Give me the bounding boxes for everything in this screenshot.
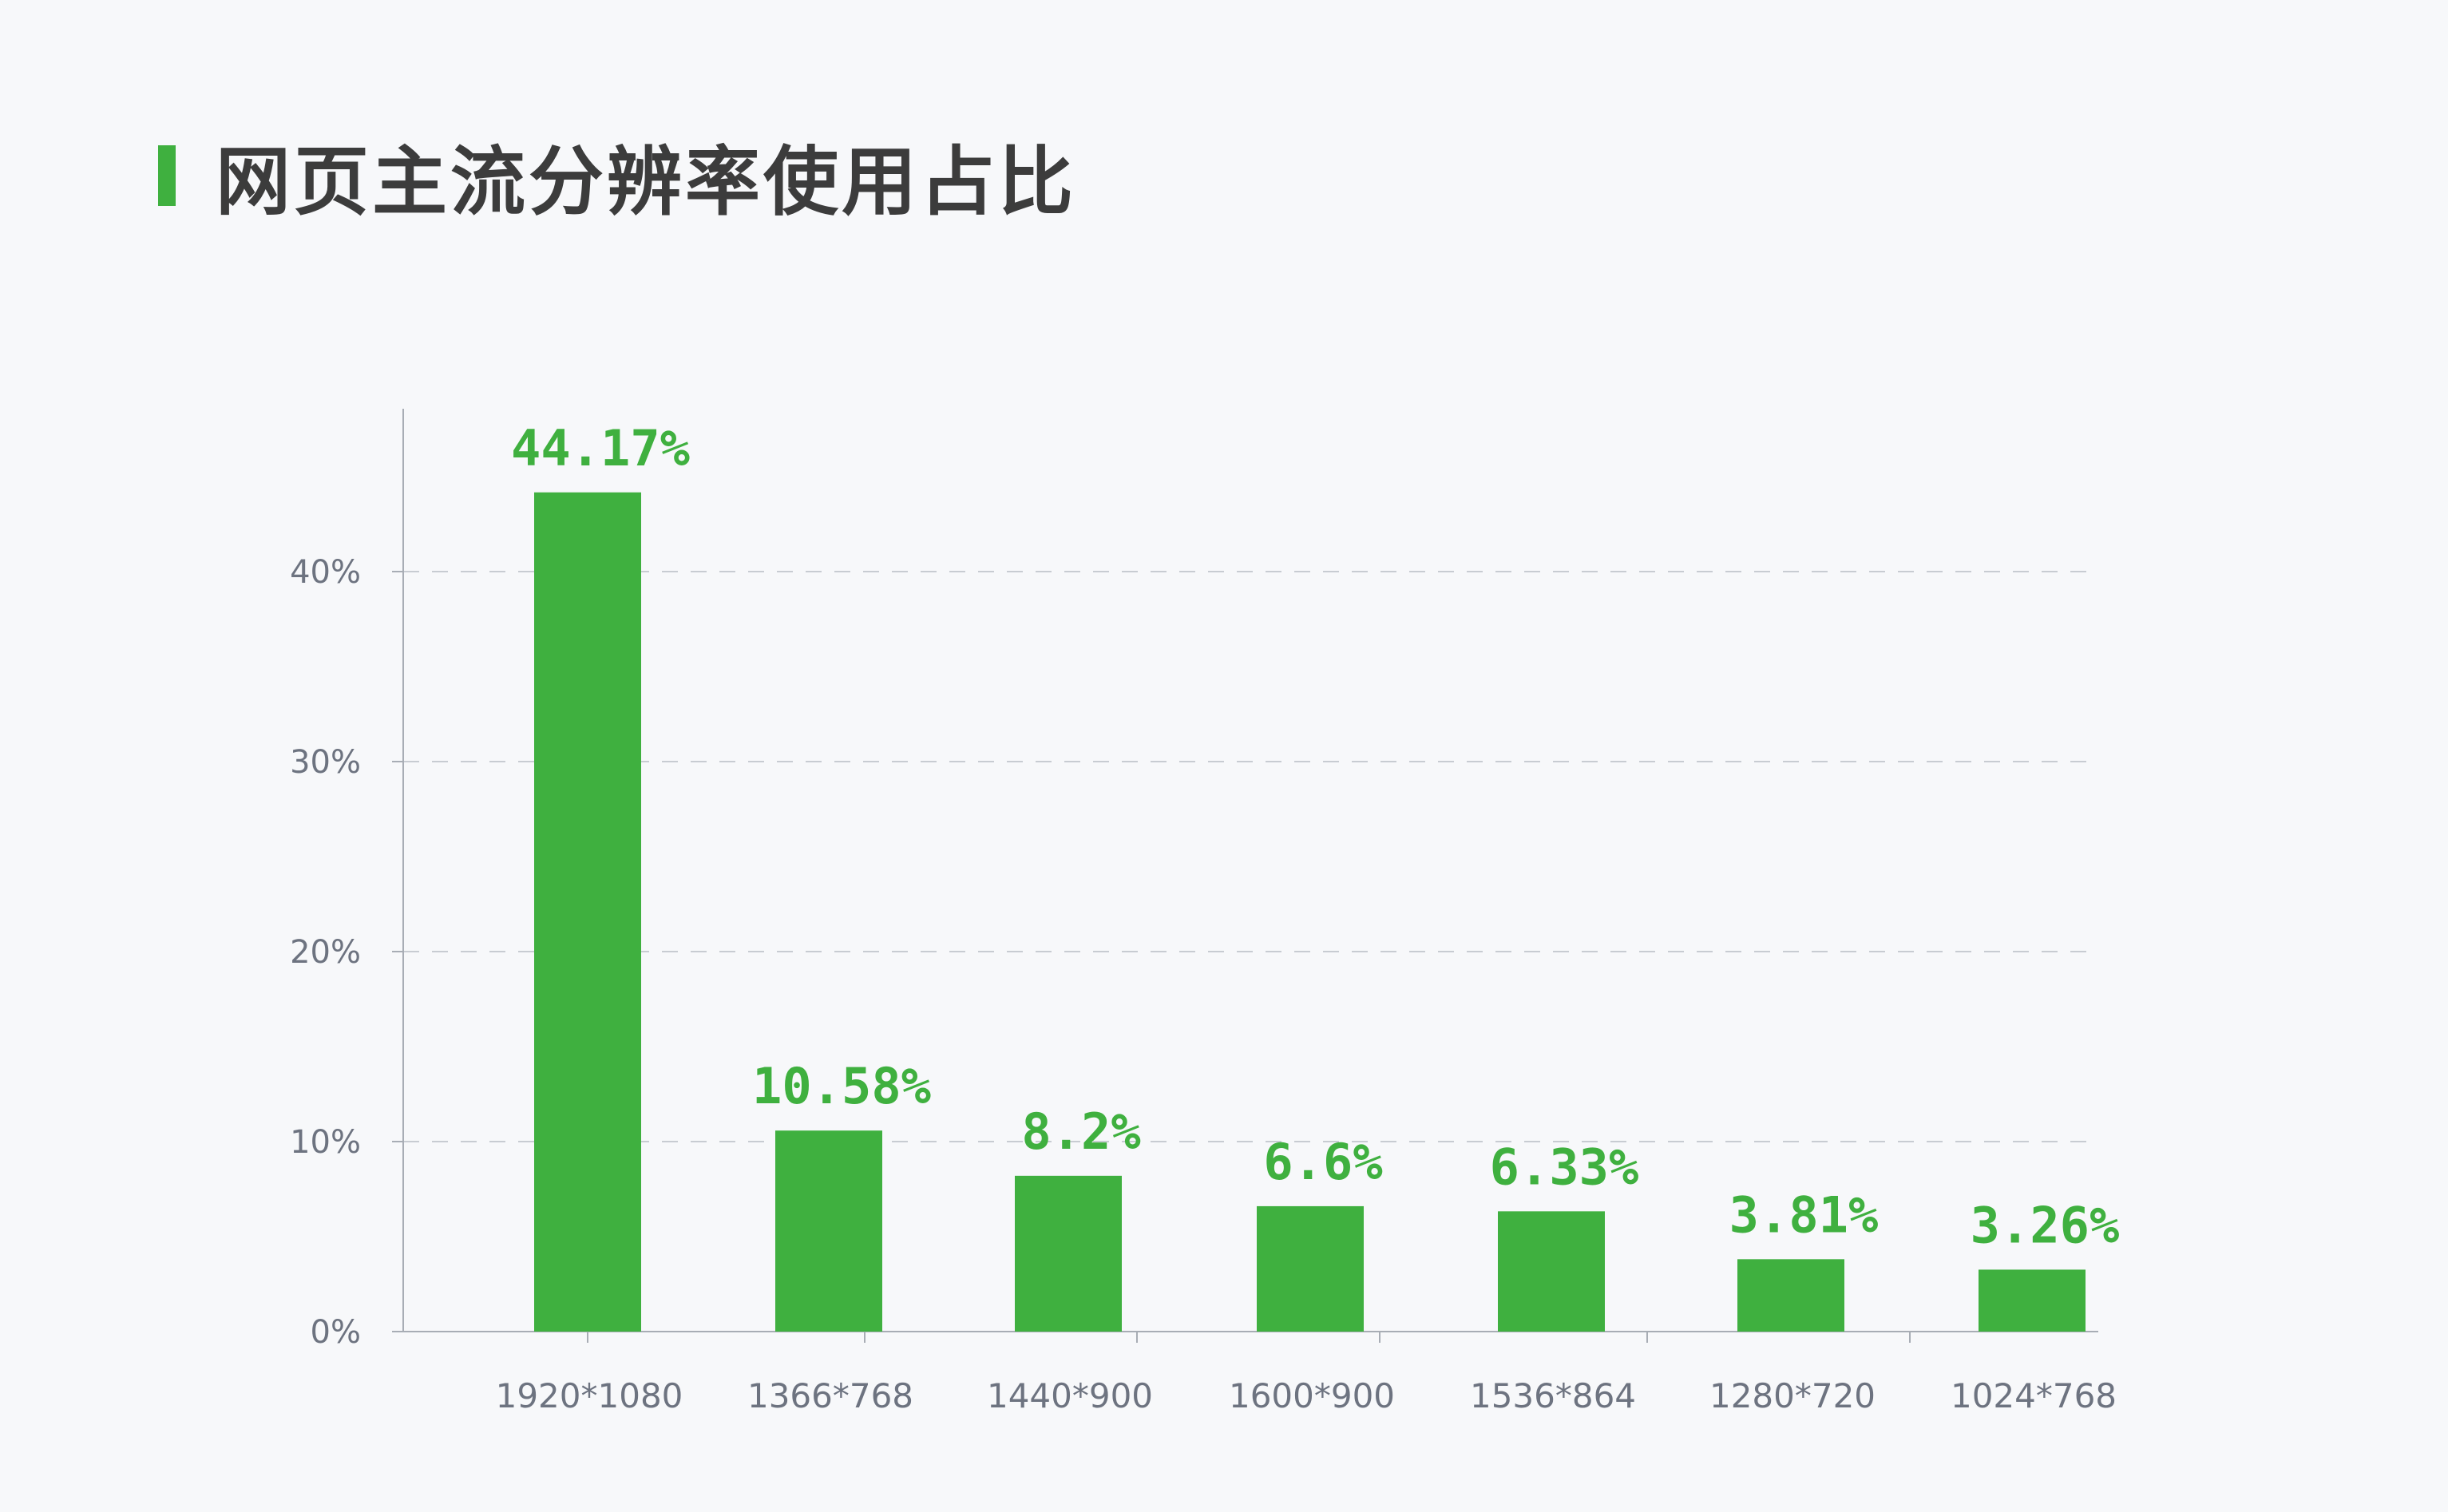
value-label: 6.6%: [1263, 1133, 1382, 1191]
value-label: 3.81%: [1729, 1185, 1879, 1244]
y-tick-label: 20%: [290, 934, 361, 971]
value-label: 6.33%: [1490, 1138, 1639, 1196]
chart-title: 网页主流分辨率使用占比: [216, 139, 1077, 226]
bar: [1015, 1175, 1122, 1332]
grid-lines: [403, 571, 2098, 1142]
category-label: 1440*900: [987, 1376, 1153, 1415]
y-tick-label: 10%: [290, 1124, 361, 1161]
bars: [534, 492, 2086, 1332]
category-label: 1024*768: [1951, 1376, 2117, 1415]
y-tick-label: 30%: [290, 744, 361, 781]
bar: [534, 492, 641, 1332]
value-label: 44.17%: [511, 419, 690, 477]
title-accent-bar: [158, 145, 176, 206]
value-label: 10.58%: [752, 1057, 931, 1115]
bar: [1979, 1269, 2086, 1332]
title-block: 网页主流分辨率使用占比: [158, 120, 1076, 232]
bar: [1737, 1259, 1844, 1332]
category-label: 1280*720: [1709, 1376, 1876, 1415]
category-label: 1920*1080: [496, 1376, 683, 1415]
labels: 0% 10% 20% 30% 40% 44.17% 1920*1080 10.58% 1366*…: [290, 419, 2119, 1415]
category-label: 1536*864: [1470, 1376, 1636, 1415]
value-label: 8.2%: [1021, 1102, 1140, 1161]
bar: [1498, 1211, 1605, 1332]
y-tick-label: 40%: [290, 554, 361, 591]
y-tick-label: 0%: [311, 1314, 361, 1351]
category-label: 1600*900: [1229, 1376, 1395, 1415]
bar: [1257, 1205, 1364, 1332]
bar: [775, 1130, 882, 1332]
value-label: 3.26%: [1971, 1196, 2120, 1254]
category-label: 1366*768: [747, 1376, 913, 1415]
